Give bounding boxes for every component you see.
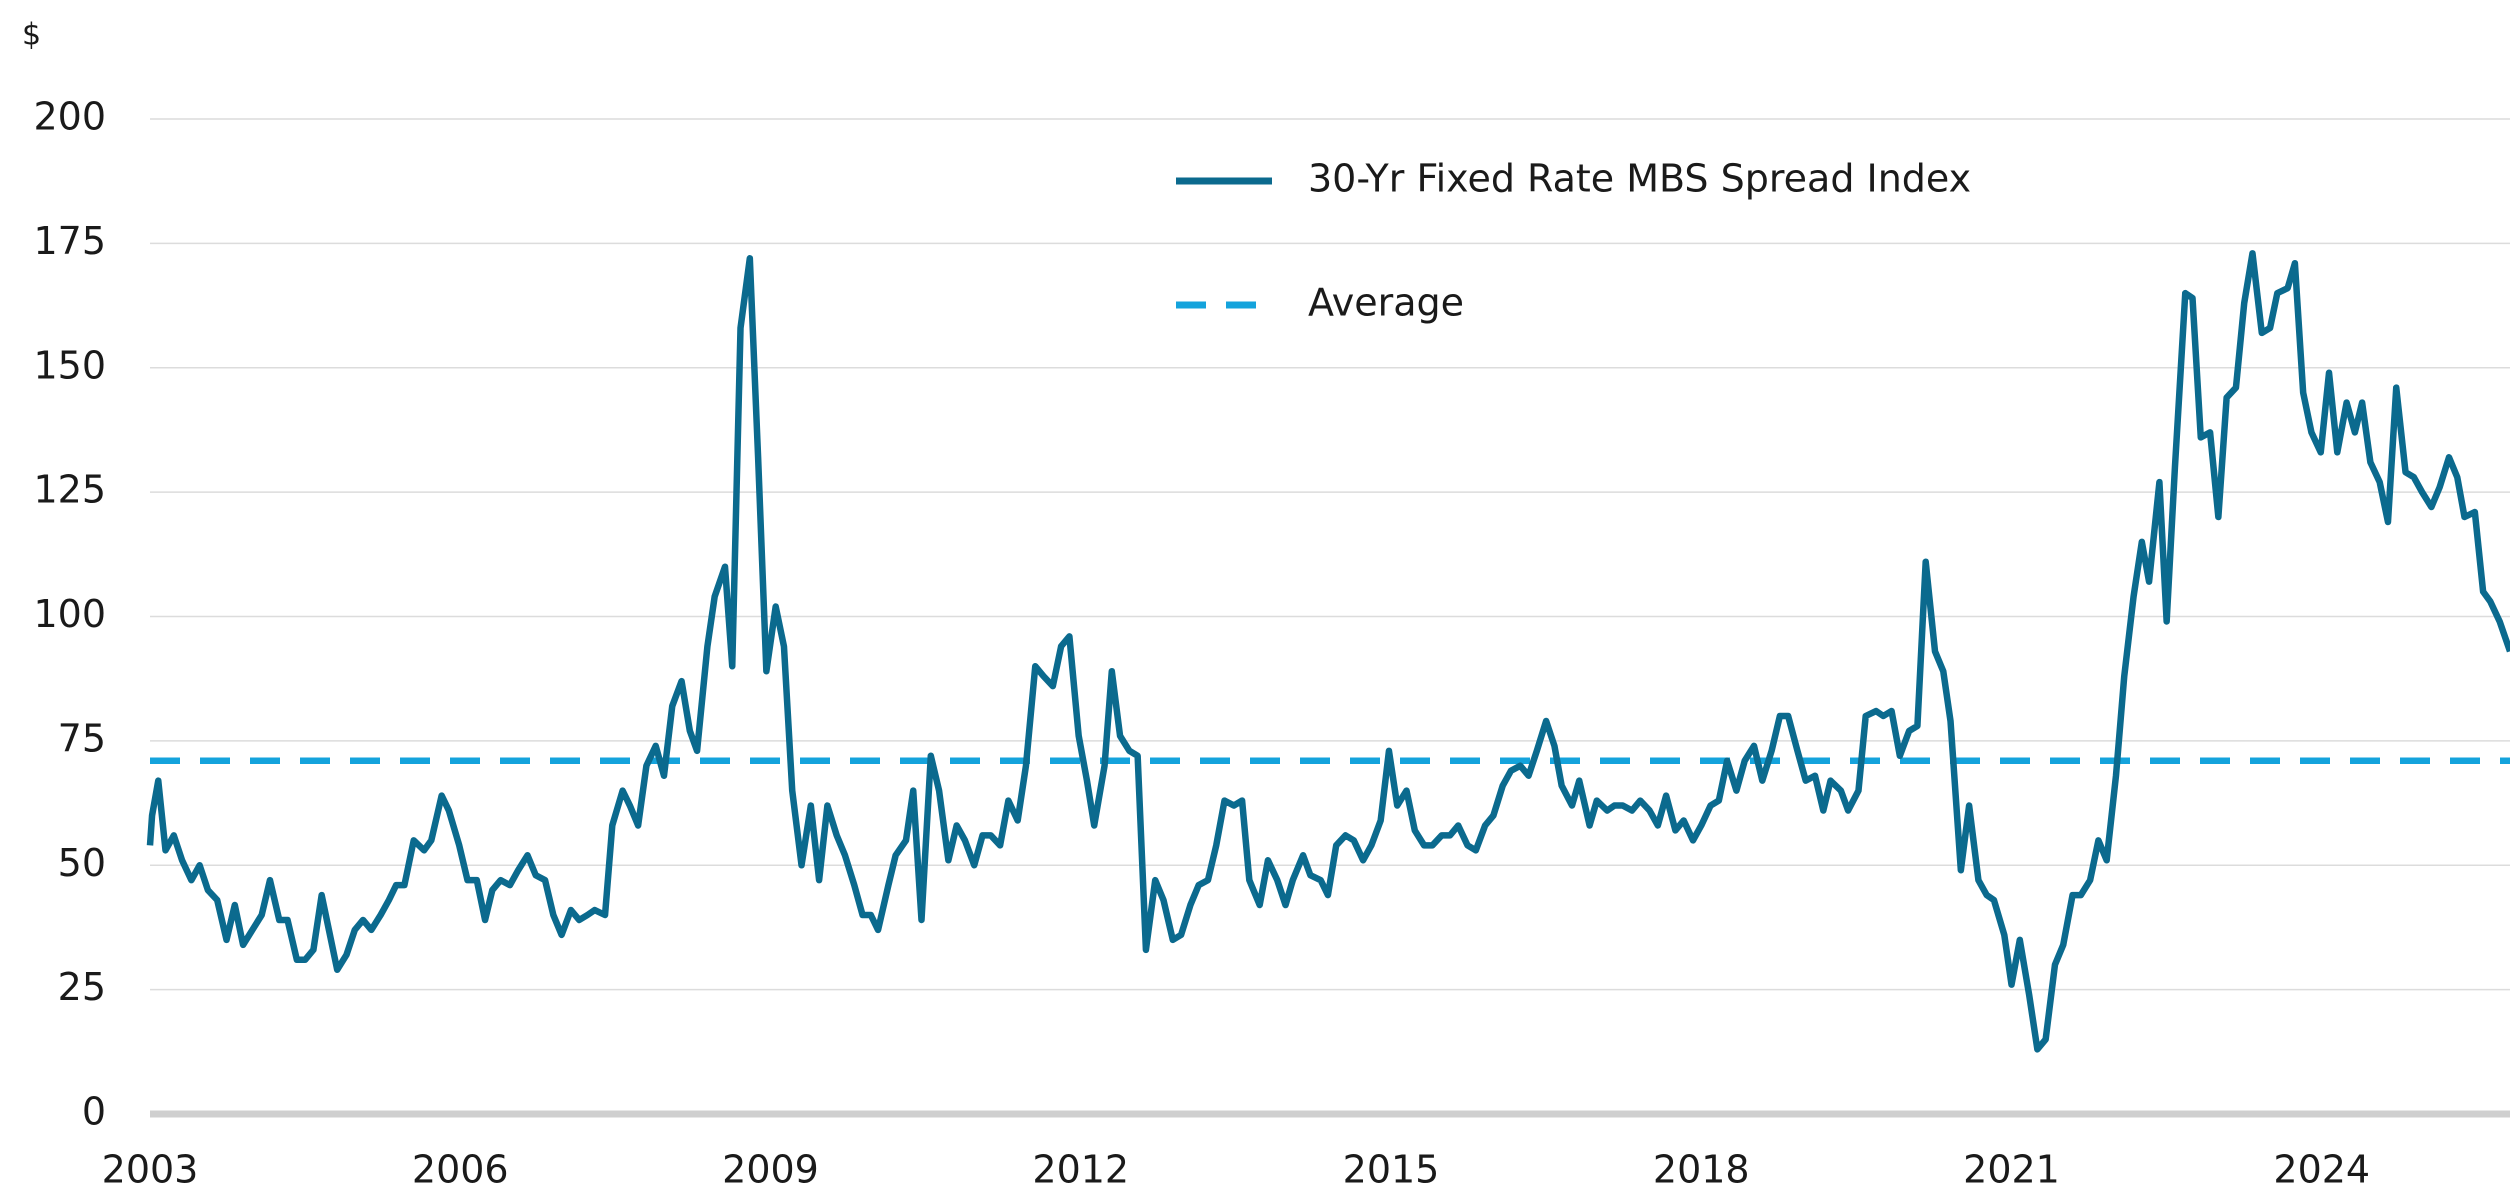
y-tick-label: 200	[33, 95, 106, 139]
x-tick-label: 2024	[2273, 1148, 2370, 1192]
x-tick-label: 2015	[1343, 1148, 1440, 1192]
x-tick-label: 2009	[722, 1148, 819, 1192]
y-tick-label: 150	[33, 343, 106, 387]
y-unit: $	[22, 18, 41, 53]
y-tick-label: 0	[82, 1090, 106, 1134]
x-tick-label: 2006	[412, 1148, 509, 1192]
y-tick-label: 25	[58, 965, 106, 1009]
x-tick-label: 2003	[102, 1148, 199, 1192]
x-tick-label: 2018	[1653, 1148, 1750, 1192]
y-tick-label: 175	[33, 219, 106, 263]
series-line	[146, 250, 2510, 1053]
x-tick-label: 2012	[1032, 1148, 1129, 1192]
y-tick-label: 125	[33, 468, 106, 512]
y-tick-label: 50	[58, 841, 106, 885]
y-tick-label: 75	[58, 716, 106, 760]
legend-label: Average	[1308, 281, 1464, 325]
x-tick-label: 2021	[1963, 1148, 2060, 1192]
legend-label: 30-Yr Fixed Rate MBS Spread Index	[1308, 157, 1971, 201]
y-tick-label: 100	[33, 592, 106, 636]
